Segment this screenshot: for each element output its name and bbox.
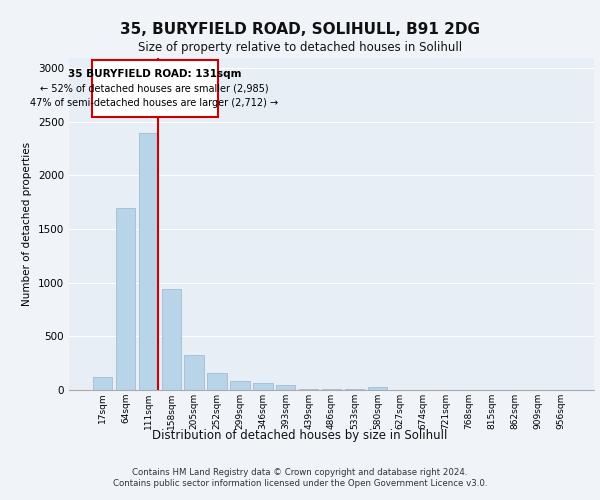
Text: 35 BURYFIELD ROAD: 131sqm: 35 BURYFIELD ROAD: 131sqm <box>68 69 241 79</box>
Text: Distribution of detached houses by size in Solihull: Distribution of detached houses by size … <box>152 430 448 442</box>
Text: 47% of semi-detached houses are larger (2,712) →: 47% of semi-detached houses are larger (… <box>31 98 278 108</box>
Bar <box>253 383 272 390</box>
Text: Size of property relative to detached houses in Solihull: Size of property relative to detached ho… <box>138 41 462 54</box>
Bar <box>161 289 181 390</box>
Bar <box>116 208 135 390</box>
Bar <box>208 374 227 390</box>
Bar <box>322 389 341 390</box>
Bar <box>230 381 250 390</box>
Bar <box>299 389 319 390</box>
Text: 35, BURYFIELD ROAD, SOLIHULL, B91 2DG: 35, BURYFIELD ROAD, SOLIHULL, B91 2DG <box>120 22 480 38</box>
Y-axis label: Number of detached properties: Number of detached properties <box>22 142 32 306</box>
Bar <box>139 132 158 390</box>
Text: Contains HM Land Registry data © Crown copyright and database right 2024.
Contai: Contains HM Land Registry data © Crown c… <box>113 468 487 487</box>
Bar <box>184 354 204 390</box>
Bar <box>368 388 387 390</box>
Text: ← 52% of detached houses are smaller (2,985): ← 52% of detached houses are smaller (2,… <box>40 84 269 94</box>
Bar <box>93 377 112 390</box>
FancyBboxPatch shape <box>92 60 218 117</box>
Bar <box>276 385 295 390</box>
